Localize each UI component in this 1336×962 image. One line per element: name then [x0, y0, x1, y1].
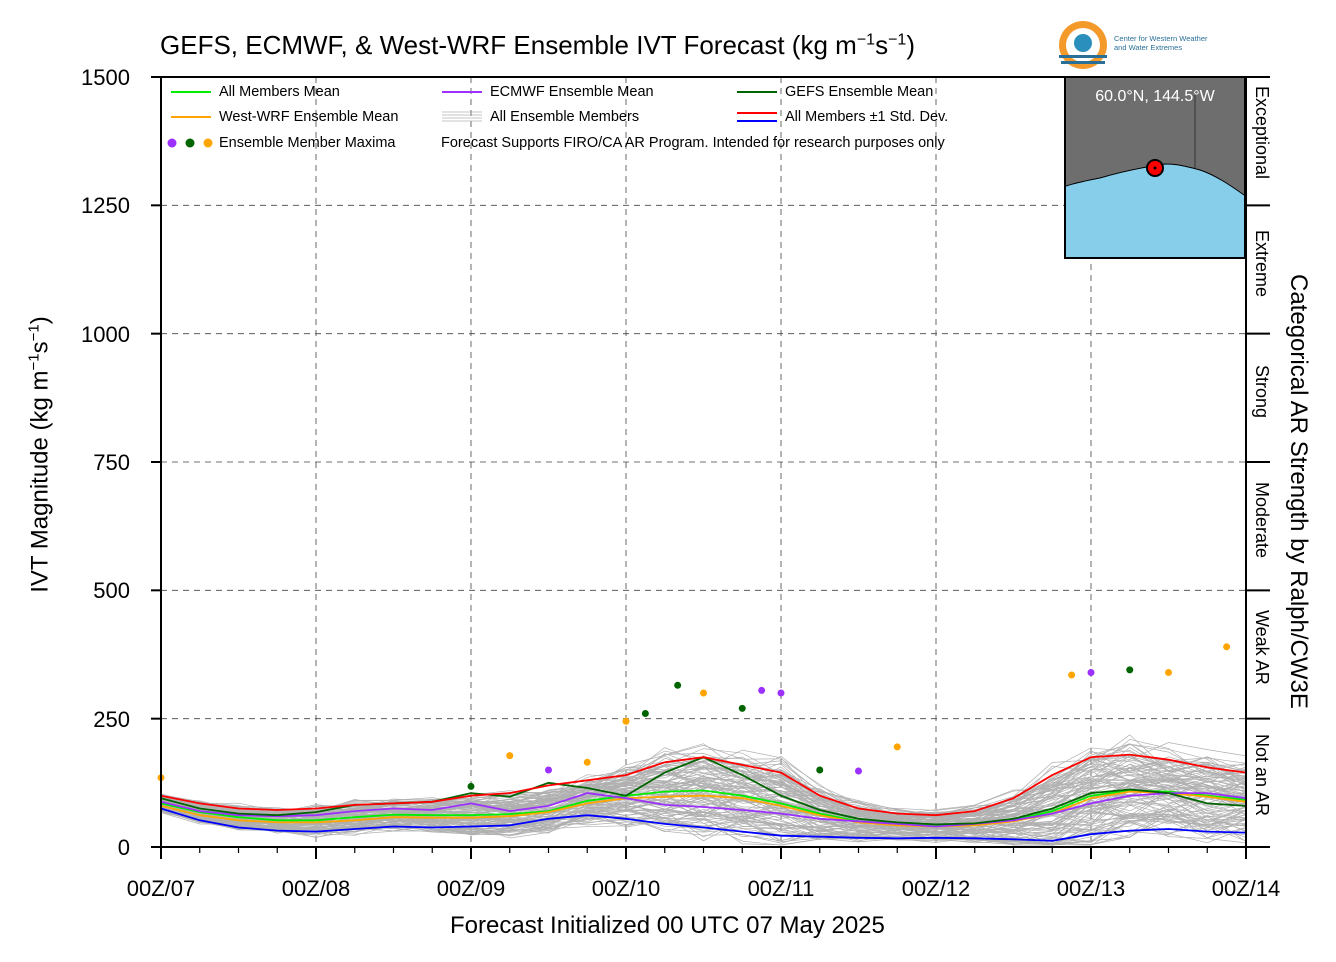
ensemble-member-line	[160, 805, 1247, 841]
logo-text: Center for Western Weather and Water Extr…	[1114, 34, 1208, 52]
maxima-point	[1223, 643, 1231, 651]
maxima-point	[641, 710, 649, 718]
x-axis-label: Forecast Initialized 00 UTC 07 May 2025	[450, 912, 885, 939]
ensemble-member-line	[160, 810, 1247, 846]
ensemble-member-line	[160, 804, 1247, 841]
axis-ticks	[151, 76, 1270, 859]
land-shape	[1066, 78, 1244, 195]
inset-map	[1064, 76, 1246, 259]
legend-all-mean: All Members Mean	[219, 84, 340, 100]
ensemble-member-line	[160, 807, 1247, 846]
x-tick-label: 00Z/11	[747, 876, 815, 901]
maxima-point	[674, 681, 682, 689]
ensemble-member-line	[160, 760, 1247, 816]
inset-coords: 60.0°N, 144.5°W	[1095, 88, 1215, 105]
ensemble-member-line	[160, 809, 1247, 846]
cw3e-logo	[1059, 21, 1107, 69]
category-not-an-ar: Not an AR	[1252, 734, 1272, 817]
grid-lines	[161, 77, 1246, 847]
minus-sd-line	[160, 807, 1247, 842]
x-tick-label: 00Z/14	[1211, 876, 1281, 901]
maxima-point	[816, 766, 824, 774]
x-tick-label: 00Z/13	[1056, 876, 1126, 901]
x-tick-label: 00Z/09	[436, 876, 506, 901]
maxima-point	[758, 686, 766, 694]
legend-maxima: Ensemble Member Maxima	[219, 135, 396, 151]
legend-samples	[167, 91, 777, 148]
plus-sd-line	[160, 753, 1247, 817]
y-tick-label: 0	[117, 835, 130, 860]
legend-all-members: All Ensemble Members	[490, 109, 640, 125]
maxima-point	[622, 717, 630, 725]
category-moderate: Moderate	[1252, 482, 1272, 559]
category-strong: Strong	[1252, 365, 1272, 419]
maxima-point	[1087, 668, 1095, 676]
ensemble-member-line	[160, 783, 1247, 833]
maxima-point	[777, 689, 785, 697]
all-members-mean-line	[160, 789, 1247, 827]
maxima-point	[506, 752, 514, 760]
maxima-points	[157, 643, 1231, 790]
ensemble-member-line	[160, 787, 1247, 830]
y-tick-label: 1000	[81, 322, 130, 347]
ensemble-member-line	[160, 780, 1247, 833]
x-tick-label: 00Z/12	[901, 876, 971, 901]
category-weak-ar: Weak AR	[1252, 610, 1272, 685]
maxima-point	[545, 766, 552, 774]
legend-sd: All Members ±1 Std. Dev.	[785, 109, 949, 125]
maxima-point	[583, 758, 591, 766]
y-tick-label: 250	[93, 707, 130, 732]
ensemble-member-line	[160, 789, 1247, 831]
ecmwf-mean-line	[160, 792, 1247, 828]
maxima-point	[1165, 668, 1172, 676]
y-tick-label: 500	[93, 578, 130, 603]
legend-wrf-mean: West-WRF Ensemble Mean	[219, 109, 399, 125]
ensemble-member-line	[160, 772, 1247, 828]
y-tick-label: 1250	[81, 193, 130, 218]
series-lines	[160, 753, 1247, 842]
chart-title: GEFS, ECMWF, & West-WRF Ensemble IVT For…	[160, 30, 915, 60]
west-wrf-mean-line	[160, 790, 1247, 828]
category-extreme: Extreme	[1252, 230, 1272, 298]
ensemble-member-line	[160, 748, 1247, 818]
y-tick-label: 1500	[81, 65, 130, 90]
legend-note: Forecast Supports FIRO/CA AR Program. In…	[441, 135, 945, 151]
x-tick-label: 00Z/07	[126, 876, 196, 901]
maxima-point	[1126, 666, 1134, 674]
right-axis-label: Categorical AR Strength by Ralph/CW3E	[1285, 274, 1312, 709]
x-tick-label: 00Z/08	[281, 876, 351, 901]
ensemble-member-line	[160, 808, 1247, 843]
maxima-point	[1068, 671, 1076, 679]
ensemble-member-line	[160, 754, 1247, 822]
legend-ecmwf-mean: ECMWF Ensemble Mean	[490, 84, 654, 100]
y-axis-label: IVT Magnitude (kg m−1s−1)	[25, 316, 54, 593]
x-tick-label: 00Z/10	[591, 876, 661, 901]
y-tick-label: 750	[93, 450, 130, 475]
category-exceptional: Exceptional	[1252, 86, 1272, 180]
ensemble-member-line	[160, 784, 1247, 826]
maxima-point	[738, 704, 746, 712]
ensemble-member-line	[160, 766, 1247, 823]
maxima-point	[855, 767, 862, 775]
maxima-point	[700, 689, 707, 697]
ensemble-member-line	[160, 747, 1247, 821]
maxima-point	[467, 782, 475, 790]
legend-gefs-mean: GEFS Ensemble Mean	[785, 84, 934, 100]
maxima-point	[893, 743, 901, 751]
